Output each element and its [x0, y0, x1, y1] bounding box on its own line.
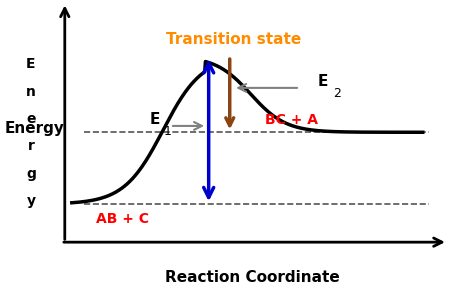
Text: n: n: [26, 84, 36, 99]
Text: AB + C: AB + C: [96, 212, 149, 226]
Text: E: E: [26, 57, 36, 71]
Text: Transition state: Transition state: [166, 31, 301, 47]
Text: y: y: [27, 194, 36, 208]
Text: r: r: [27, 139, 34, 153]
Text: e: e: [26, 112, 36, 126]
Text: 1: 1: [164, 125, 172, 139]
Text: Energy: Energy: [5, 120, 65, 136]
Text: Reaction Coordinate: Reaction Coordinate: [165, 269, 340, 285]
Text: g: g: [26, 167, 36, 181]
Text: 2: 2: [333, 87, 341, 100]
Text: E: E: [318, 74, 328, 89]
Text: E: E: [149, 112, 160, 127]
Text: BC + A: BC + A: [265, 113, 318, 127]
